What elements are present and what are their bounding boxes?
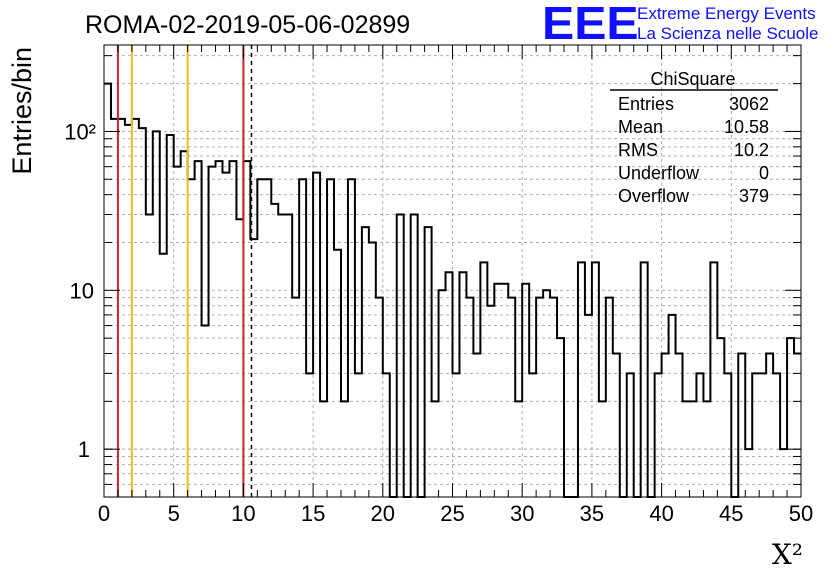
stats-value-underflow: 0 [759,163,769,183]
stats-title: ChiSquare [650,69,735,89]
stats-value-entries: 3062 [729,94,769,114]
stats-label-overflow: Overflow [618,186,690,206]
stats-label-mean: Mean [618,117,663,137]
x-tick-label: 30 [510,501,534,526]
y-tick-label: 10² [64,119,96,144]
stats-label-rms: RMS [618,140,658,160]
logo-line-1: Extreme Energy Events [637,4,816,23]
y-tick-label: 1 [78,437,90,462]
chart-title: ROMA-02-2019-05-06-02899 [85,11,410,39]
x-tick-label: 15 [301,501,325,526]
stats-value-mean: 10.58 [724,117,769,137]
x-tick-label: 10 [231,501,255,526]
eee-logo: EEE [542,0,639,49]
x-tick-label: 25 [440,501,464,526]
x-tick-label: 20 [371,501,395,526]
x-tick-label: 35 [580,501,604,526]
x-tick-label: 40 [649,501,673,526]
histogram-series [104,82,801,498]
logo-line-2: La Scienza nelle Scuole [637,24,819,43]
stats-label-entries: Entries [618,94,674,114]
stats-label-underflow: Underflow [618,163,700,183]
x-axis-label: X² [772,538,803,571]
x-tick-label: 45 [719,501,743,526]
x-tick-label: 5 [168,501,180,526]
stats-value-overflow: 379 [739,186,769,206]
y-axis-label: Entries/bin [7,47,37,175]
x-tick-label: 0 [98,501,110,526]
y-tick-label: 10 [70,278,94,303]
stats-value-rms: 10.2 [734,140,769,160]
x-tick-label: 50 [789,501,813,526]
